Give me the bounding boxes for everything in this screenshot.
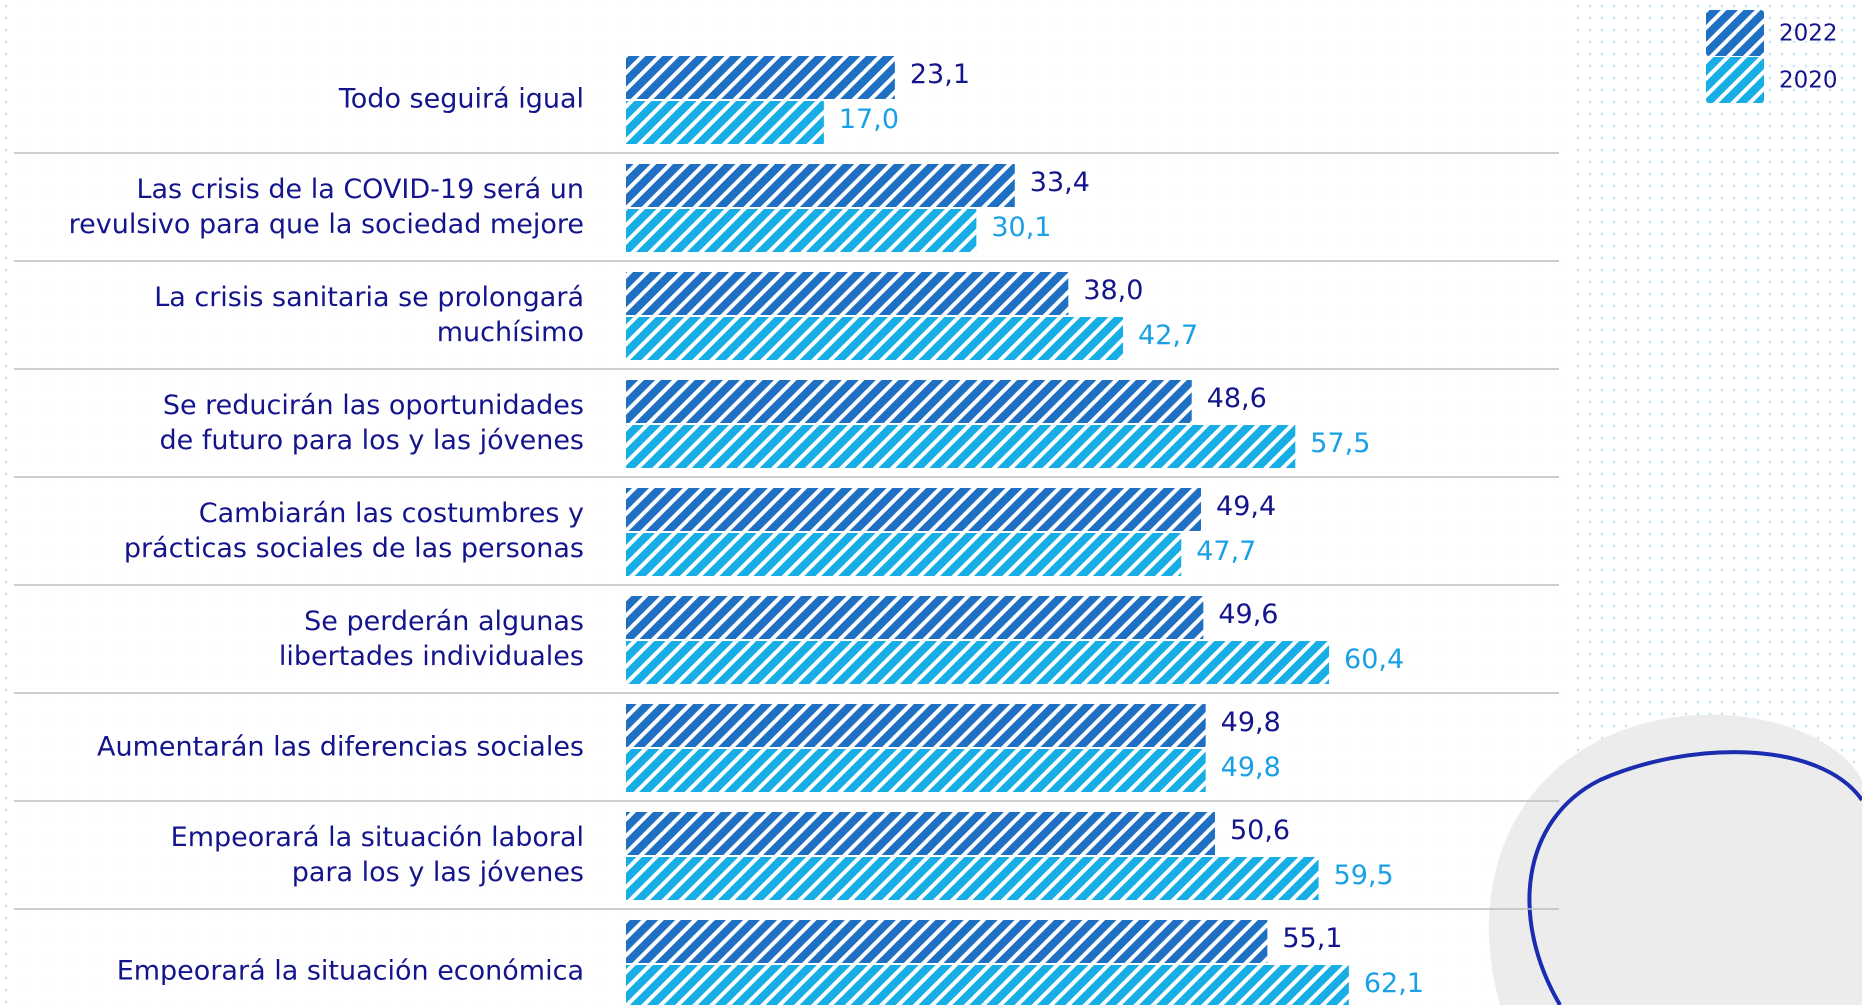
value-label: 60,4	[1344, 644, 1404, 675]
legend-swatch	[1706, 57, 1764, 103]
legend-label: 2020	[1779, 68, 1838, 94]
bar	[626, 596, 1203, 639]
bar	[626, 164, 1015, 207]
value-label: 49,6	[1218, 599, 1278, 630]
value-label: 30,1	[991, 212, 1051, 243]
bar	[626, 317, 1123, 360]
bar	[626, 209, 976, 252]
value-label: 49,8	[1221, 752, 1281, 783]
category-label: Se perderán algunas libertades individua…	[14, 604, 584, 674]
bar	[626, 56, 895, 99]
legend-label: 2022	[1779, 21, 1838, 47]
value-label: 57,5	[1310, 428, 1370, 459]
bar	[626, 380, 1192, 423]
bar	[626, 533, 1181, 576]
category-label: Aumentarán las diferencias sociales	[14, 730, 584, 765]
bar	[626, 101, 824, 144]
category-label: La crisis sanitaria se prolongará muchís…	[14, 280, 584, 350]
bar	[626, 704, 1206, 747]
bar	[626, 812, 1215, 855]
bar	[626, 488, 1201, 531]
category-label: Empeorará la situación económica	[14, 954, 584, 989]
bar	[626, 272, 1068, 315]
value-label: 42,7	[1138, 320, 1198, 351]
value-label: 62,1	[1364, 968, 1424, 999]
decoration	[1489, 715, 1862, 1005]
category-label: Se reducirán las oportunidades de futuro…	[14, 388, 584, 458]
value-label: 55,1	[1282, 923, 1342, 954]
category-label: Empeorará la situación laboral para los …	[14, 820, 584, 890]
value-label: 48,6	[1207, 383, 1267, 414]
value-label: 47,7	[1196, 536, 1256, 567]
legend-swatch	[1706, 10, 1764, 56]
value-label: 49,4	[1216, 491, 1276, 522]
category-label: Cambiarán las costumbres y prácticas soc…	[14, 496, 584, 566]
category-label: Las crisis de la COVID-19 será un revuls…	[14, 172, 584, 242]
category-label: Todo seguirá igual	[14, 82, 584, 117]
bar	[626, 641, 1329, 684]
value-label: 33,4	[1030, 167, 1090, 198]
value-label: 23,1	[910, 59, 970, 90]
bar	[626, 425, 1295, 468]
value-label: 50,6	[1230, 815, 1290, 846]
value-label: 17,0	[839, 104, 899, 135]
value-label: 38,0	[1083, 275, 1143, 306]
bar	[626, 920, 1267, 963]
bar	[626, 857, 1319, 900]
value-label: 49,8	[1221, 707, 1281, 738]
bar	[626, 749, 1206, 792]
bar	[626, 965, 1349, 1005]
page: 23,1 17,0 33,4 30,1 38,0 42,7 48,6 57,5 49,4 47,7…	[0, 0, 1862, 1005]
value-label: 59,5	[1334, 860, 1394, 891]
